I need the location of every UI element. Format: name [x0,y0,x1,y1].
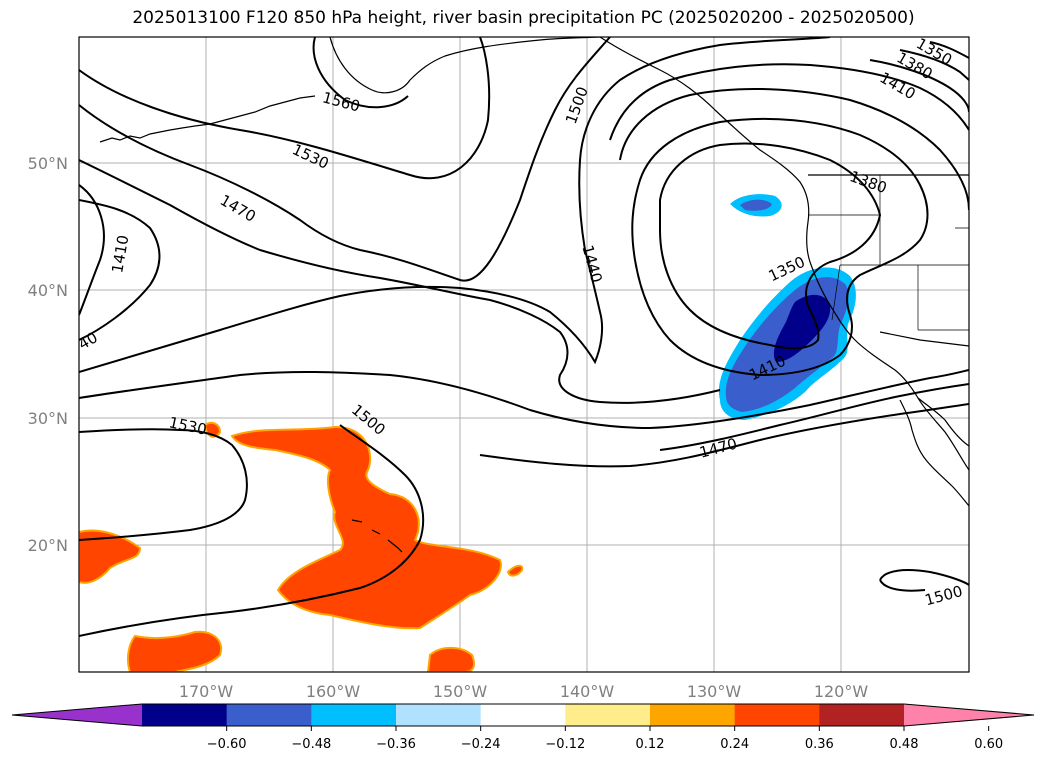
colorbar-extension-low [12,704,142,726]
colorbar-tick-label: −0.48 [291,737,331,752]
lon-tick-label: 140°W [560,682,615,701]
contour-1350-ne [929,41,969,59]
contour-1410-coast [619,88,969,211]
state-borders [808,175,969,331]
hawaii-islands [351,519,403,553]
baja-coast [899,399,969,507]
colorbar-segment [480,704,566,726]
lon-tick-label: 170°W [179,682,234,701]
colorbar-tick-label: −0.60 [207,737,247,752]
precip-blob-bottom-center [426,646,475,672]
contour-1470-south [659,383,969,451]
precip-blob-south [126,630,223,672]
colorbar-tick-label: 0.60 [974,737,1003,752]
colorbar-tick-label: −0.12 [545,737,585,752]
positive-pc-shading [79,421,524,672]
contour-1350-low [659,142,882,350]
contour-1470-central [479,403,969,468]
contour-label: 1470 [217,191,259,226]
height-contours [79,37,969,637]
lon-tick-label: 160°W [306,682,361,701]
us-mexico-border [879,331,969,347]
gulf-of-alaska-coast [599,37,969,471]
colorbar-segment [734,704,820,726]
contour-1380-ne [899,49,969,81]
colorbar-tick-label: −0.36 [376,737,416,752]
lat-tick-label: 20°N [28,536,68,555]
lon-tick-label: 130°W [687,682,742,701]
colorbar-segment [565,704,651,726]
precip-blob-west-edge [79,529,142,584]
contour-1440-south [79,369,969,430]
contour-label: 1470 [698,434,740,461]
precip-blob-west-coast-core [773,294,831,362]
contour-1500-se [879,569,969,592]
lat-tick-label: 50°N [28,154,68,173]
contour-1560-alaska [312,37,409,109]
lon-tick-label: 120°W [814,682,869,701]
colorbar-tick-label: 0.12 [636,737,665,752]
colorbar-segment [819,704,905,726]
precip-blob-central-pacific [230,425,502,630]
precip-blob-vancouver-inner [740,199,772,211]
contour-label: 1380 [847,167,889,197]
contour-1530-north [79,37,491,180]
lat-tick-label: 40°N [28,281,68,300]
contour-1500-subtropic [79,424,425,637]
contour-1440-coast [609,63,969,141]
colorbar-tick-label: 0.36 [805,737,834,752]
contour-label: 1410 [108,234,132,275]
colorbar-ticks: −0.60 −0.48 −0.36 −0.24 −0.12 0.12 0.24 0.36 0.4… [207,726,1003,752]
colorbar-segment [142,704,228,726]
colorbar [11,703,1035,727]
map-frame [78,36,970,673]
colorbar-segment [650,704,736,726]
colorbar-tick-label: 0.48 [890,737,919,752]
contour-1500-north [79,37,611,282]
contour-1530-subtropic [79,428,248,541]
map-area: 1560 1530 1470 1410 40 1500 1440 1350 13… [79,37,969,672]
contour-label: 1500 [923,582,965,609]
gulf-of-california-coast [917,397,969,447]
map-title: 2025013100 F120 850 hPa height, river ba… [132,8,915,28]
colorbar-outline [11,703,1035,727]
colorbar-segment [396,704,482,726]
contour-1410-ne [869,59,969,113]
colorbar-tick-label: 0.24 [720,737,749,752]
contour-1380-low [631,117,929,377]
precip-blob-east-small [506,564,524,577]
lon-tick-label: 150°W [433,682,488,701]
longitude-ticks: 170°W 160°W 150°W 140°W 130°W 120°W [179,682,869,701]
colorbar-segment [226,704,312,726]
colorbar-extension-high [904,704,1034,726]
contour-1440-central [79,37,831,373]
contour-1440-west [79,199,161,341]
colorbar-segment [311,704,397,726]
contour-1410-west [79,184,105,316]
contour-label: 1530 [167,413,208,439]
contour-label: 1560 [320,88,362,115]
alaska-coast [329,37,601,94]
lat-tick-label: 30°N [28,409,68,428]
latitude-ticks: 50°N 40°N 30°N 20°N [28,154,68,555]
contour-label: 1440 [578,243,605,285]
aleutian-islands [99,95,316,143]
colorbar-tick-label: −0.24 [461,737,501,752]
contour-1470-north [79,159,721,404]
negative-pc-shading [718,194,856,420]
